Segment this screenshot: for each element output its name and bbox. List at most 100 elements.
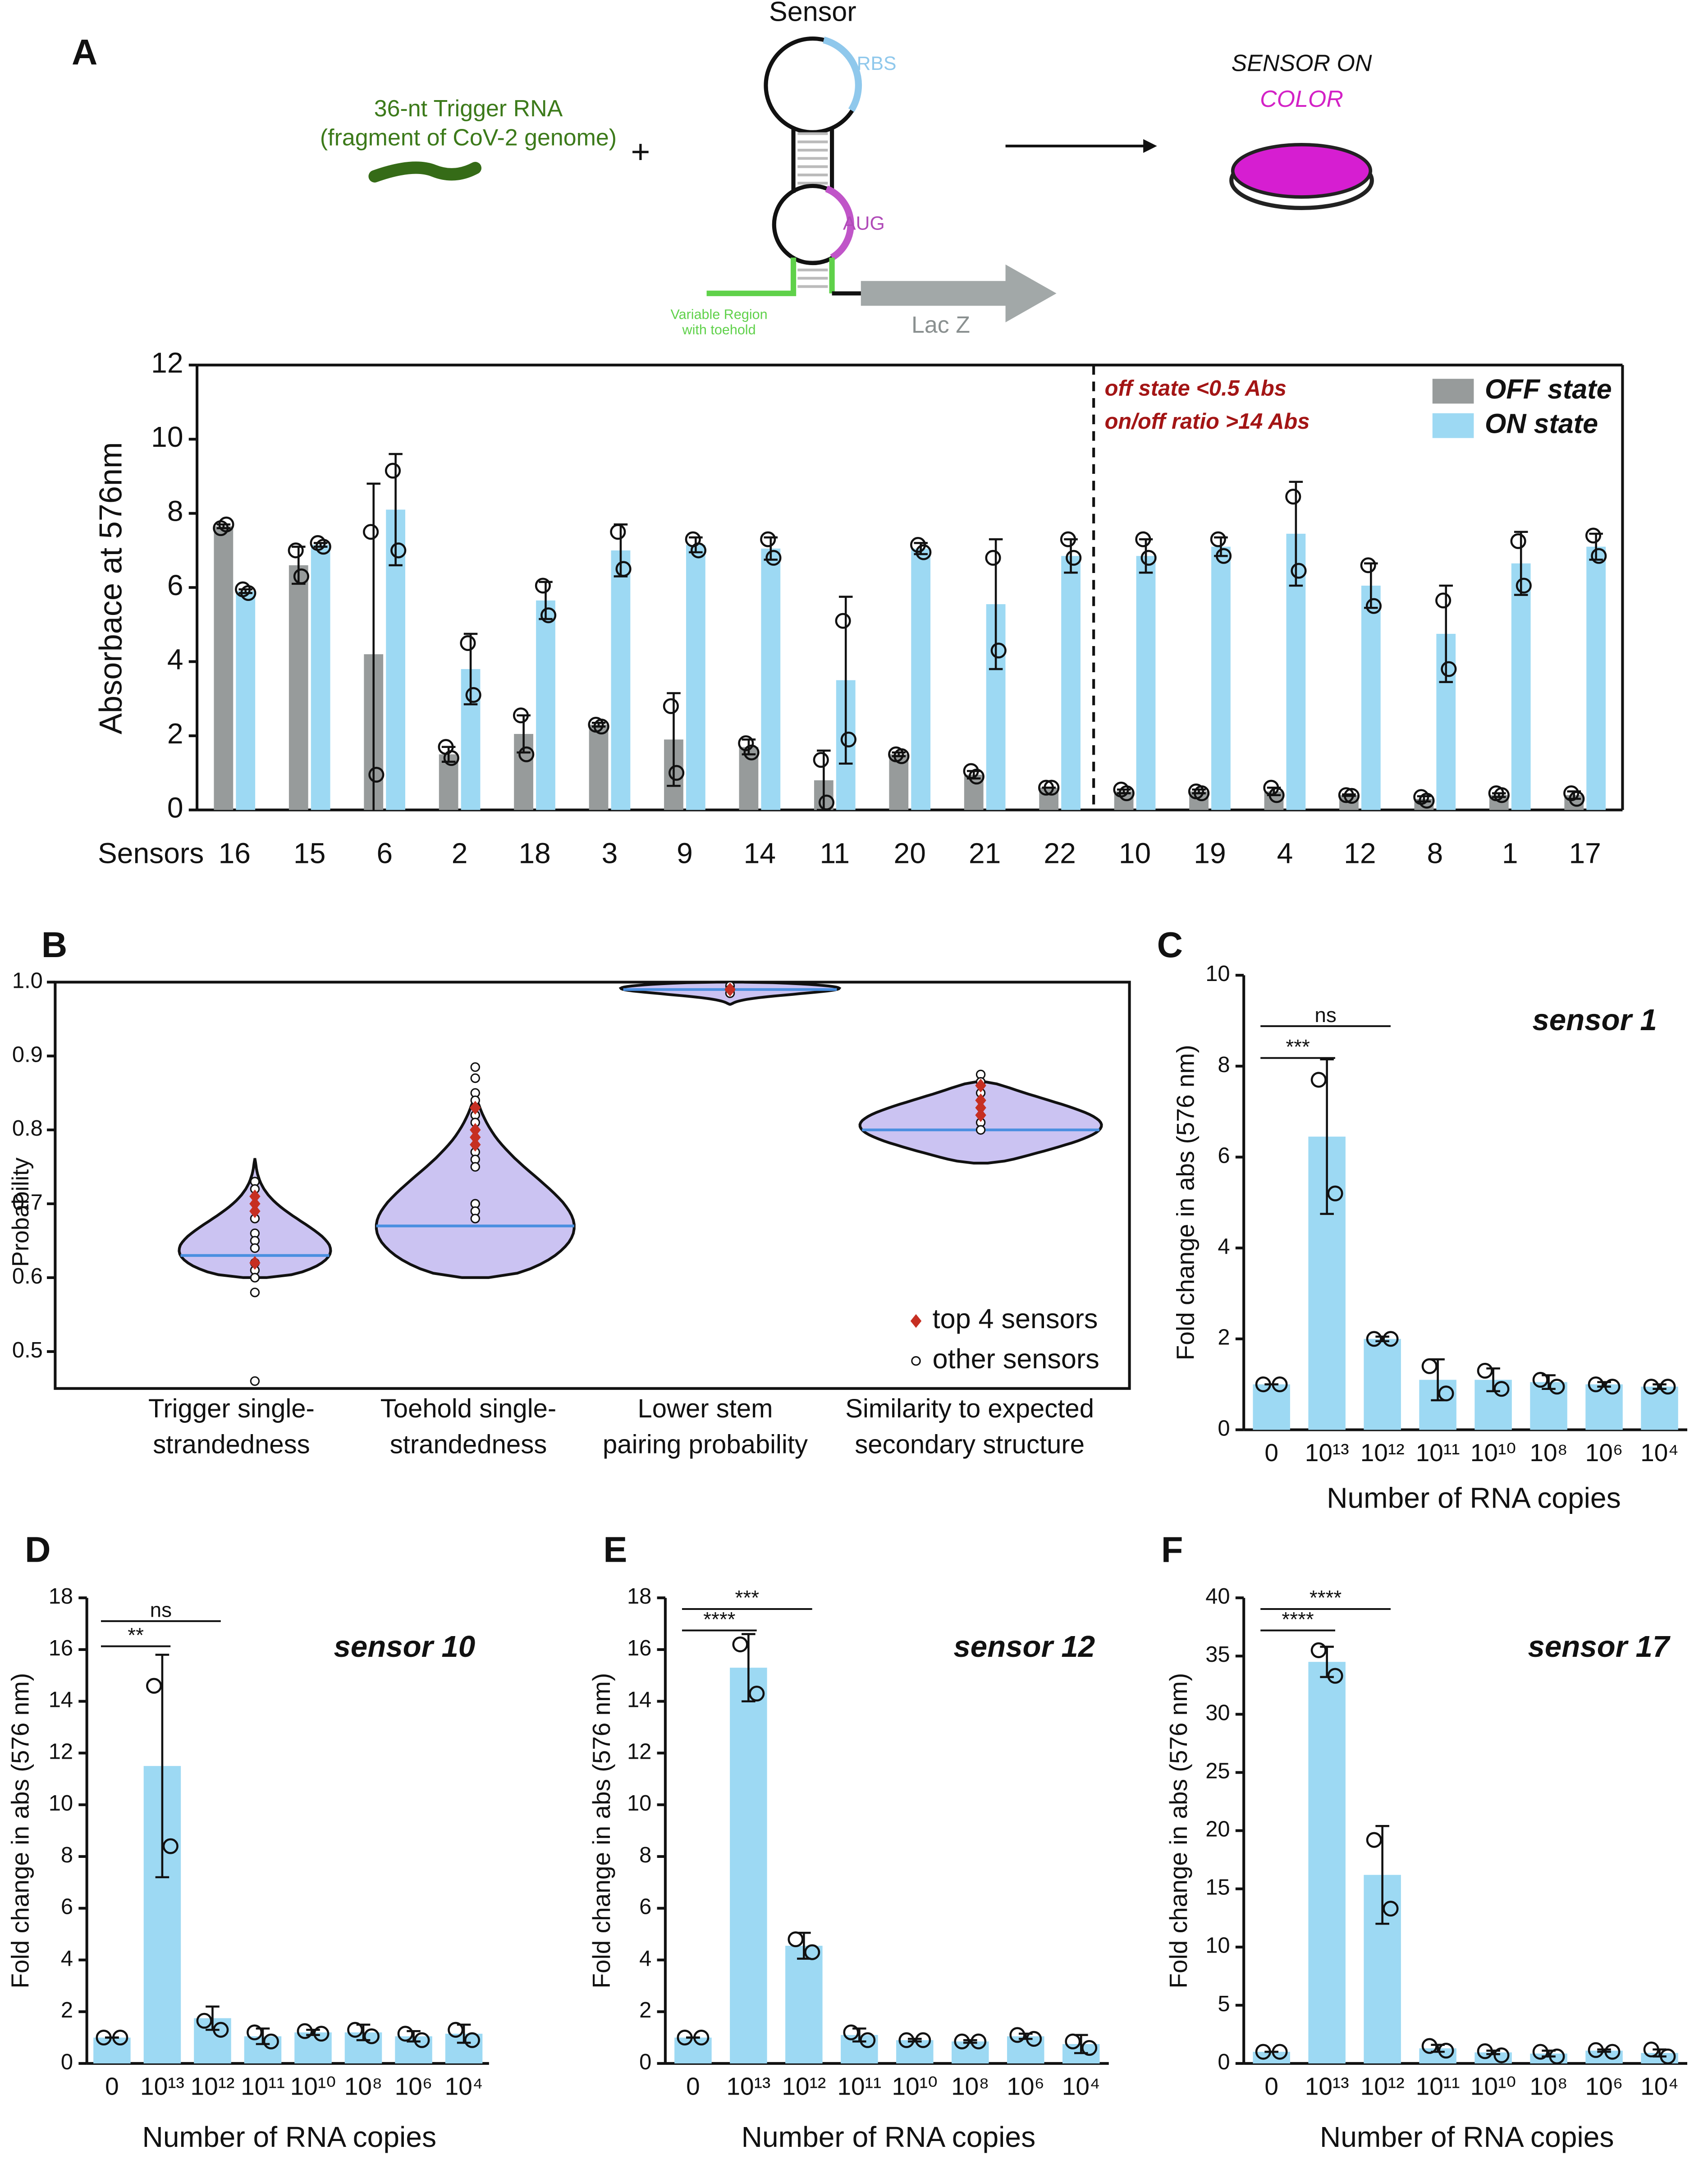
significance-label: *** xyxy=(1286,1035,1310,1058)
data-point xyxy=(840,731,856,747)
bar xyxy=(1253,1384,1290,1430)
data-point xyxy=(213,2022,229,2038)
y-tick-label: 25 xyxy=(1205,1759,1230,1783)
data-point xyxy=(916,544,932,560)
data-point xyxy=(1343,788,1360,804)
data-point xyxy=(363,524,379,540)
y-tick-label: 2 xyxy=(167,717,183,750)
bar xyxy=(1364,1339,1401,1430)
data-point xyxy=(971,2033,987,2049)
x-tick-label: 10⁶ xyxy=(1585,1439,1623,1467)
x-tick-label: 10¹¹ xyxy=(837,2072,881,2100)
bar xyxy=(739,747,759,810)
legend-marker xyxy=(911,1356,921,1366)
x-tick-label: Similarity to expected xyxy=(845,1394,1094,1423)
data-point xyxy=(954,2033,970,2049)
y-tick-label: 15 xyxy=(1205,1875,1230,1900)
bar xyxy=(1308,1662,1346,2063)
rbs-label: RBS xyxy=(857,53,897,74)
sensor-point xyxy=(470,1073,480,1083)
data-point xyxy=(749,1685,765,1702)
chart-title: sensor 1 xyxy=(1532,1003,1657,1037)
y-tick-label: 10 xyxy=(151,421,183,453)
data-point xyxy=(1383,1901,1399,1917)
data-point xyxy=(1338,787,1354,803)
data-point xyxy=(1421,2038,1438,2054)
x-tick-label: 1 xyxy=(1502,837,1518,869)
data-point xyxy=(610,524,626,540)
data-point xyxy=(1310,1072,1327,1088)
y-tick-label: 6 xyxy=(167,569,183,601)
data-point xyxy=(1477,2043,1493,2059)
chart-title: sensor 17 xyxy=(1528,1630,1670,1664)
legend-swatch xyxy=(1432,413,1474,438)
x-tick-label: 10¹⁰ xyxy=(290,2072,336,2100)
data-point xyxy=(297,2023,313,2039)
data-point xyxy=(663,698,679,714)
legend-label: other sensors xyxy=(933,1343,1099,1374)
sensor-point xyxy=(470,1162,480,1172)
y-tick-label: 0.6 xyxy=(12,1264,43,1288)
x-tick-label: 0 xyxy=(1264,1439,1278,1467)
significance-label: *** xyxy=(735,1586,760,1609)
data-point xyxy=(690,542,707,559)
data-point xyxy=(1435,592,1452,609)
data-point xyxy=(732,1636,748,1653)
x-tick-label: 21 xyxy=(969,837,1001,869)
data-point xyxy=(1310,1642,1327,1658)
x-tick-label: 10¹¹ xyxy=(1416,1439,1460,1467)
x-tick-label: 10¹¹ xyxy=(241,2072,285,2100)
x-tick-label: 18 xyxy=(518,837,550,869)
data-point xyxy=(1327,1668,1343,1684)
data-point xyxy=(1081,2040,1098,2056)
data-point xyxy=(1510,533,1526,549)
top-sensor-point xyxy=(975,1108,986,1122)
x-tick-label: 10¹⁰ xyxy=(1470,2072,1516,2100)
data-point xyxy=(835,613,851,629)
bar xyxy=(761,548,781,810)
x-tick-label: 10⁸ xyxy=(951,2072,989,2100)
y-tick-label: 8 xyxy=(1218,1053,1230,1077)
chart-title: sensor 10 xyxy=(334,1630,475,1664)
x-tick-label: 10⁴ xyxy=(1640,2072,1679,2100)
bar xyxy=(536,600,555,810)
x-axis-label: Number of RNA copies xyxy=(1327,1481,1621,1514)
x-tick-label: Trigger single- xyxy=(148,1394,315,1423)
bar xyxy=(730,1668,767,2063)
data-point xyxy=(985,550,1001,566)
y-tick-label: 6 xyxy=(1218,1143,1230,1168)
x-tick-label: 6 xyxy=(376,837,393,869)
y-tick-label: 30 xyxy=(1205,1701,1230,1725)
y-tick-label: 40 xyxy=(1205,1584,1230,1609)
color-label: COLOR xyxy=(1260,86,1343,112)
data-point xyxy=(893,748,910,764)
data-point xyxy=(368,766,385,783)
data-point xyxy=(464,2032,480,2048)
sensor-diagram: Sensor RBS AUG Lac Z Variable Region wit… xyxy=(320,0,1374,338)
variable-region-label: with toehold xyxy=(682,322,756,337)
y-tick-label: 2 xyxy=(1218,1325,1230,1350)
data-point xyxy=(860,2032,876,2048)
significance-label: **** xyxy=(703,1608,736,1631)
panel-label: E xyxy=(603,1529,627,1569)
data-point xyxy=(1215,548,1232,564)
data-point xyxy=(347,2022,363,2038)
lacz-label: Lac Z xyxy=(911,312,970,338)
top-sensor-point xyxy=(975,1100,986,1115)
y-tick-label: 16 xyxy=(627,1636,651,1660)
bar xyxy=(288,565,308,810)
x-tick-label: 10¹² xyxy=(1360,2072,1405,2100)
bar xyxy=(611,550,631,810)
x-tick-label: strandedness xyxy=(390,1430,547,1459)
data-point xyxy=(1366,1832,1382,1848)
bar xyxy=(686,545,705,810)
data-point xyxy=(1135,531,1151,547)
x-tick-label: 10⁶ xyxy=(395,2072,433,2100)
annotation: off state <0.5 Abs xyxy=(1105,376,1287,401)
sensor-point xyxy=(470,1062,480,1072)
data-point xyxy=(1327,1185,1343,1201)
x-tick-label: 11 xyxy=(820,837,850,869)
x-axis-label: Sensors xyxy=(98,837,204,869)
x-tick-label: 10¹³ xyxy=(1305,2072,1349,2100)
data-point xyxy=(669,765,685,781)
